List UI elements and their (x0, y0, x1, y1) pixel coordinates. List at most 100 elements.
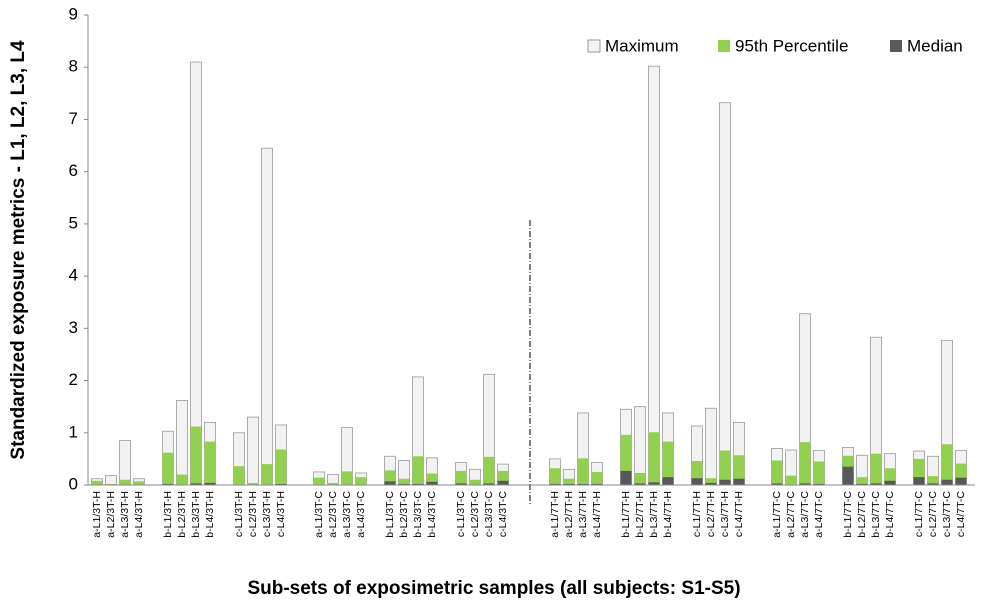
x-tick-label: a-L3/7T-C (799, 491, 811, 538)
bar (705, 482, 717, 485)
bar (662, 477, 674, 485)
bar (870, 483, 882, 485)
bar (705, 478, 717, 485)
x-tick-label: b-L4/7T-H (662, 491, 674, 538)
bar (733, 455, 745, 485)
bar (927, 483, 939, 485)
legend-label: Median (907, 36, 963, 55)
bar (662, 441, 674, 485)
x-tick-label: a-L4/7T-H (591, 491, 603, 538)
y-tick-label: 2 (69, 370, 78, 389)
bar (799, 442, 811, 485)
x-tick-label: b-L1/3T-C (384, 491, 396, 538)
bar (483, 456, 495, 485)
x-tick-label: a-L4/3T-C (355, 491, 367, 538)
x-tick-label: b-L3/3T-H (190, 491, 202, 538)
bar (884, 480, 896, 485)
x-tick-label: b-L1/7T-C (842, 491, 854, 538)
bar (691, 460, 703, 485)
bar (162, 452, 174, 485)
bar (927, 476, 939, 485)
bar (577, 483, 589, 485)
bar (176, 399, 188, 486)
bar (941, 444, 953, 485)
bar (856, 477, 868, 485)
bar (719, 479, 731, 485)
x-tick-label: c-L1/3T-H (233, 491, 245, 537)
bar (204, 482, 216, 485)
y-axis-title: Standardized exposure metrics - L1, L2, … (8, 40, 29, 460)
y-tick-label: 5 (69, 213, 78, 232)
bar (884, 468, 896, 485)
x-tick-label: c-L2/3T-H (247, 491, 259, 537)
bar (549, 483, 561, 485)
x-tick-label: a-L3/7T-H (577, 491, 589, 538)
x-tick-label: a-L4/3T-H (133, 491, 145, 538)
x-tick-label: c-L4/3T-C (497, 491, 509, 538)
x-tick-label: b-L2/7T-H (634, 491, 646, 538)
bar (705, 407, 717, 486)
bar (483, 483, 495, 485)
bar (813, 461, 825, 485)
x-tick-label: a-L2/7T-C (785, 491, 797, 538)
x-tick-label: c-L3/3T-H (261, 491, 273, 537)
bar (591, 483, 603, 485)
bar (620, 434, 632, 485)
bar (856, 483, 868, 485)
bar (771, 460, 783, 485)
bar (247, 482, 259, 485)
bar (384, 470, 396, 485)
bar (497, 470, 509, 485)
legend-swatch (718, 40, 730, 52)
bar (955, 463, 967, 485)
bar (913, 458, 925, 485)
x-tick-label: c-L1/7T-H (691, 491, 703, 537)
bar (247, 416, 259, 486)
bar (190, 426, 202, 485)
bar (591, 471, 603, 485)
bar (634, 472, 646, 485)
x-tick-label: b-L4/7T-C (884, 491, 896, 538)
bar (785, 475, 797, 485)
bar (870, 453, 882, 485)
x-tick-label: c-L3/7T-H (719, 491, 731, 537)
bar (398, 483, 410, 485)
bar (355, 477, 367, 485)
x-tick-label: c-L4/3T-H (275, 491, 287, 537)
bar (261, 464, 273, 485)
bar (648, 65, 660, 486)
bar (620, 470, 632, 485)
x-tick-label: b-L4/3T-C (426, 491, 438, 538)
bar (577, 458, 589, 485)
bar (497, 480, 509, 485)
bar (563, 483, 575, 485)
y-tick-label: 9 (69, 4, 78, 23)
y-tick-label: 1 (69, 422, 78, 441)
x-tick-label: b-L2/3T-H (176, 491, 188, 538)
x-tick-label: a-L2/3T-H (105, 491, 117, 538)
bar (341, 471, 353, 485)
x-tick-label: a-L4/7T-C (813, 491, 825, 538)
x-tick-label: a-L1/7T-H (549, 491, 561, 538)
x-tick-label: b-L3/3T-C (412, 491, 424, 538)
x-tick-label: a-L1/3T-H (91, 491, 103, 538)
x-tick-label: c-L4/7T-H (733, 491, 745, 537)
bar (913, 477, 925, 485)
bar (634, 483, 646, 485)
x-tick-label: b-L1/7T-H (620, 491, 632, 538)
bar (384, 481, 396, 485)
x-tick-label: b-L2/3T-C (398, 491, 410, 538)
x-tick-label: a-L2/7T-H (563, 491, 575, 538)
y-tick-label: 7 (69, 109, 78, 128)
legend-swatch (587, 39, 601, 53)
x-tick-label: b-L4/3T-H (204, 491, 216, 538)
x-tick-label: b-L3/7T-H (648, 491, 660, 538)
bar (261, 147, 273, 486)
bar (412, 483, 424, 485)
bar (549, 468, 561, 485)
bar (426, 481, 438, 485)
x-tick-label: c-L4/7T-C (955, 491, 967, 538)
bar (842, 466, 854, 485)
bar (190, 61, 202, 486)
bar (455, 483, 467, 485)
